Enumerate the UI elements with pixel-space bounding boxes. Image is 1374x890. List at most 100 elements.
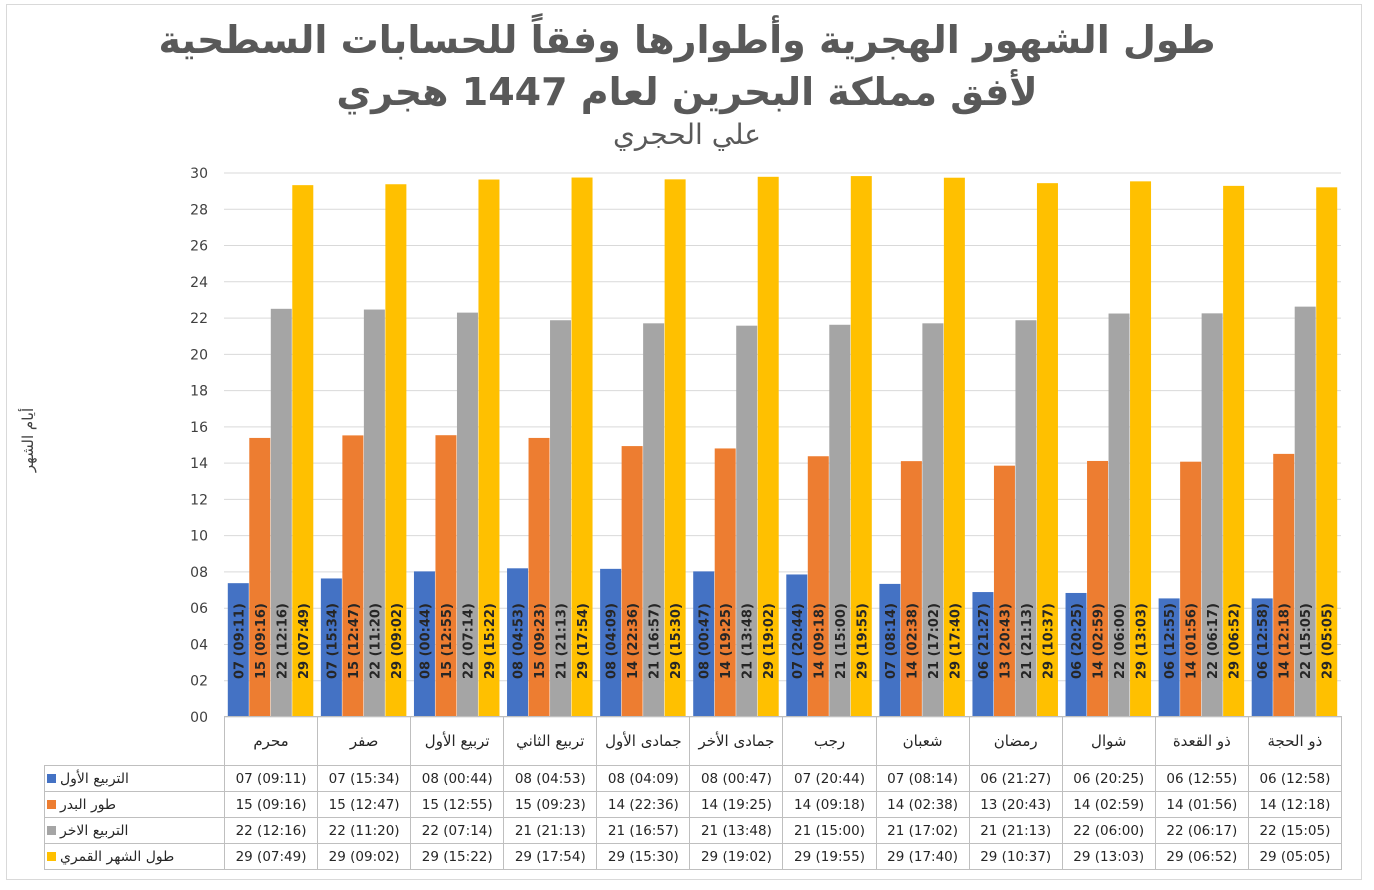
bar-data-label: 21 (21:13)	[1020, 603, 1035, 679]
table-cell: 29 (15:30)	[596, 843, 691, 870]
bar-data-label: 22 (06:00)	[1113, 603, 1128, 679]
legend-label: طور البدر	[60, 796, 117, 813]
table-cell: 14 (12:18)	[1247, 791, 1342, 818]
bar	[621, 446, 643, 717]
y-tick-label: 10	[190, 529, 208, 545]
table-cell: 14 (22:36)	[596, 791, 691, 818]
bar	[571, 177, 593, 718]
table-cell: 29 (19:55)	[782, 843, 877, 870]
bar-data-label: 29 (15:22)	[483, 603, 498, 679]
legend-key	[47, 774, 56, 783]
table-cell: 15 (09:23)	[503, 791, 598, 818]
table-cell: 29 (09:02)	[317, 843, 412, 870]
bar-data-label: 14 (12:18)	[1278, 603, 1293, 679]
category-label: ذو الحجة	[1247, 716, 1342, 766]
bar	[943, 177, 965, 717]
table-row: التربيع الاخر 22 (12:16) 22 (11:20) 22 (07:…	[44, 817, 1342, 844]
table-cell: 07 (09:11)	[223, 765, 319, 792]
table-cell: 06 (12:58)	[1247, 765, 1342, 792]
bar-data-label: 06 (20:25)	[1070, 603, 1085, 679]
bar-data-label: 22 (07:14)	[461, 603, 476, 679]
category-label: شوال	[1061, 716, 1156, 766]
bar	[1223, 185, 1245, 718]
bar	[320, 578, 342, 717]
table-cell: 29 (17:40)	[875, 843, 970, 870]
bar	[1015, 320, 1037, 717]
bar	[922, 323, 944, 717]
table-row: طول الشهر القمري 29 (07:49) 29 (09:02) 29 (…	[44, 843, 1342, 870]
bar	[478, 179, 500, 717]
legend-entry: التربيع الأول	[44, 765, 225, 792]
bar-data-label: 06 (21:27)	[977, 603, 992, 679]
bar-data-label: 29 (05:05)	[1321, 603, 1336, 679]
bar-data-label: 22 (11:20)	[368, 603, 383, 679]
table-cell: 06 (20:25)	[1061, 765, 1156, 792]
bar-data-label: 21 (16:57)	[648, 603, 663, 679]
category-label: ذو القعدة	[1154, 716, 1249, 766]
bar-data-label: 14 (01:56)	[1185, 603, 1200, 679]
bar	[664, 179, 686, 717]
y-tick-label: 02	[190, 674, 208, 690]
bar-data-label: 21 (13:48)	[741, 603, 756, 679]
y-tick-label: 22	[190, 311, 208, 327]
bar	[900, 461, 922, 717]
bar-data-label: 15 (09:23)	[533, 603, 548, 679]
bar	[363, 309, 385, 717]
bar	[385, 184, 407, 717]
y-tick-label: 26	[190, 239, 208, 255]
bar	[643, 323, 665, 717]
bar-data-label: 29 (15:30)	[669, 603, 684, 679]
legend-key	[47, 852, 56, 861]
table-cell: 21 (15:00)	[782, 817, 877, 844]
bar-data-label: 06 (12:58)	[1256, 603, 1271, 679]
table-cell: 07 (08:14)	[875, 765, 970, 792]
y-tick-label: 24	[190, 275, 208, 291]
bar	[227, 583, 249, 717]
bar	[1130, 181, 1152, 718]
table-cell: 22 (07:14)	[410, 817, 505, 844]
table-cell: 15 (12:55)	[410, 791, 505, 818]
bar	[1036, 183, 1058, 717]
bar	[528, 437, 550, 717]
chart-title-line1: طول الشهور الهجرية وأطوارها وفقاً للحساب…	[158, 18, 1216, 62]
bar-data-label: 21 (17:02)	[927, 603, 942, 679]
bar	[1087, 460, 1109, 717]
bar	[456, 312, 478, 717]
legend-label: التربيع الأول	[60, 770, 129, 787]
chart-frame	[6, 4, 1362, 880]
bar-data-label: 07 (15:34)	[325, 603, 340, 679]
bar	[972, 592, 994, 717]
bar-data-label: 29 (09:02)	[390, 603, 405, 679]
legend-label: طول الشهر القمري	[60, 848, 175, 865]
category-label: تربيع الثاني	[503, 716, 598, 766]
table-row: طور البدر 15 (09:16) 15 (12:47) 15 (12:55) 1…	[44, 791, 1342, 818]
table-cell: 14 (01:56)	[1154, 791, 1249, 818]
table-cell: 14 (02:59)	[1061, 791, 1156, 818]
bar-data-label: 21 (15:00)	[834, 603, 849, 679]
bar	[600, 568, 622, 717]
y-tick-label: 04	[190, 637, 208, 653]
bar-data-label: 07 (08:14)	[884, 603, 899, 679]
category-label: جمادى الأخر	[689, 716, 784, 766]
bar	[714, 448, 736, 717]
bar	[1108, 313, 1130, 717]
category-label: صفر	[317, 716, 412, 766]
bar-data-label: 14 (09:18)	[812, 603, 827, 679]
category-label: رمضان	[968, 716, 1063, 766]
legend-entry: التربيع الاخر	[44, 817, 225, 844]
bar-data-label: 06 (12:55)	[1163, 603, 1178, 679]
bar	[693, 571, 715, 717]
bar	[507, 568, 529, 717]
bar-data-label: 29 (19:02)	[762, 603, 777, 679]
y-tick-label: 16	[190, 420, 208, 436]
bar-data-label: 29 (06:52)	[1228, 603, 1243, 679]
data-table: محرم صفر تربيع الأول تربيع الثاني جمادى الأو…	[44, 716, 1342, 870]
table-cell: 21 (13:48)	[689, 817, 784, 844]
bar	[413, 571, 435, 717]
bar	[1158, 598, 1180, 717]
bar	[736, 325, 758, 717]
bar	[807, 456, 829, 717]
bar	[249, 437, 271, 717]
bar-data-label: 07 (09:11)	[232, 603, 247, 679]
